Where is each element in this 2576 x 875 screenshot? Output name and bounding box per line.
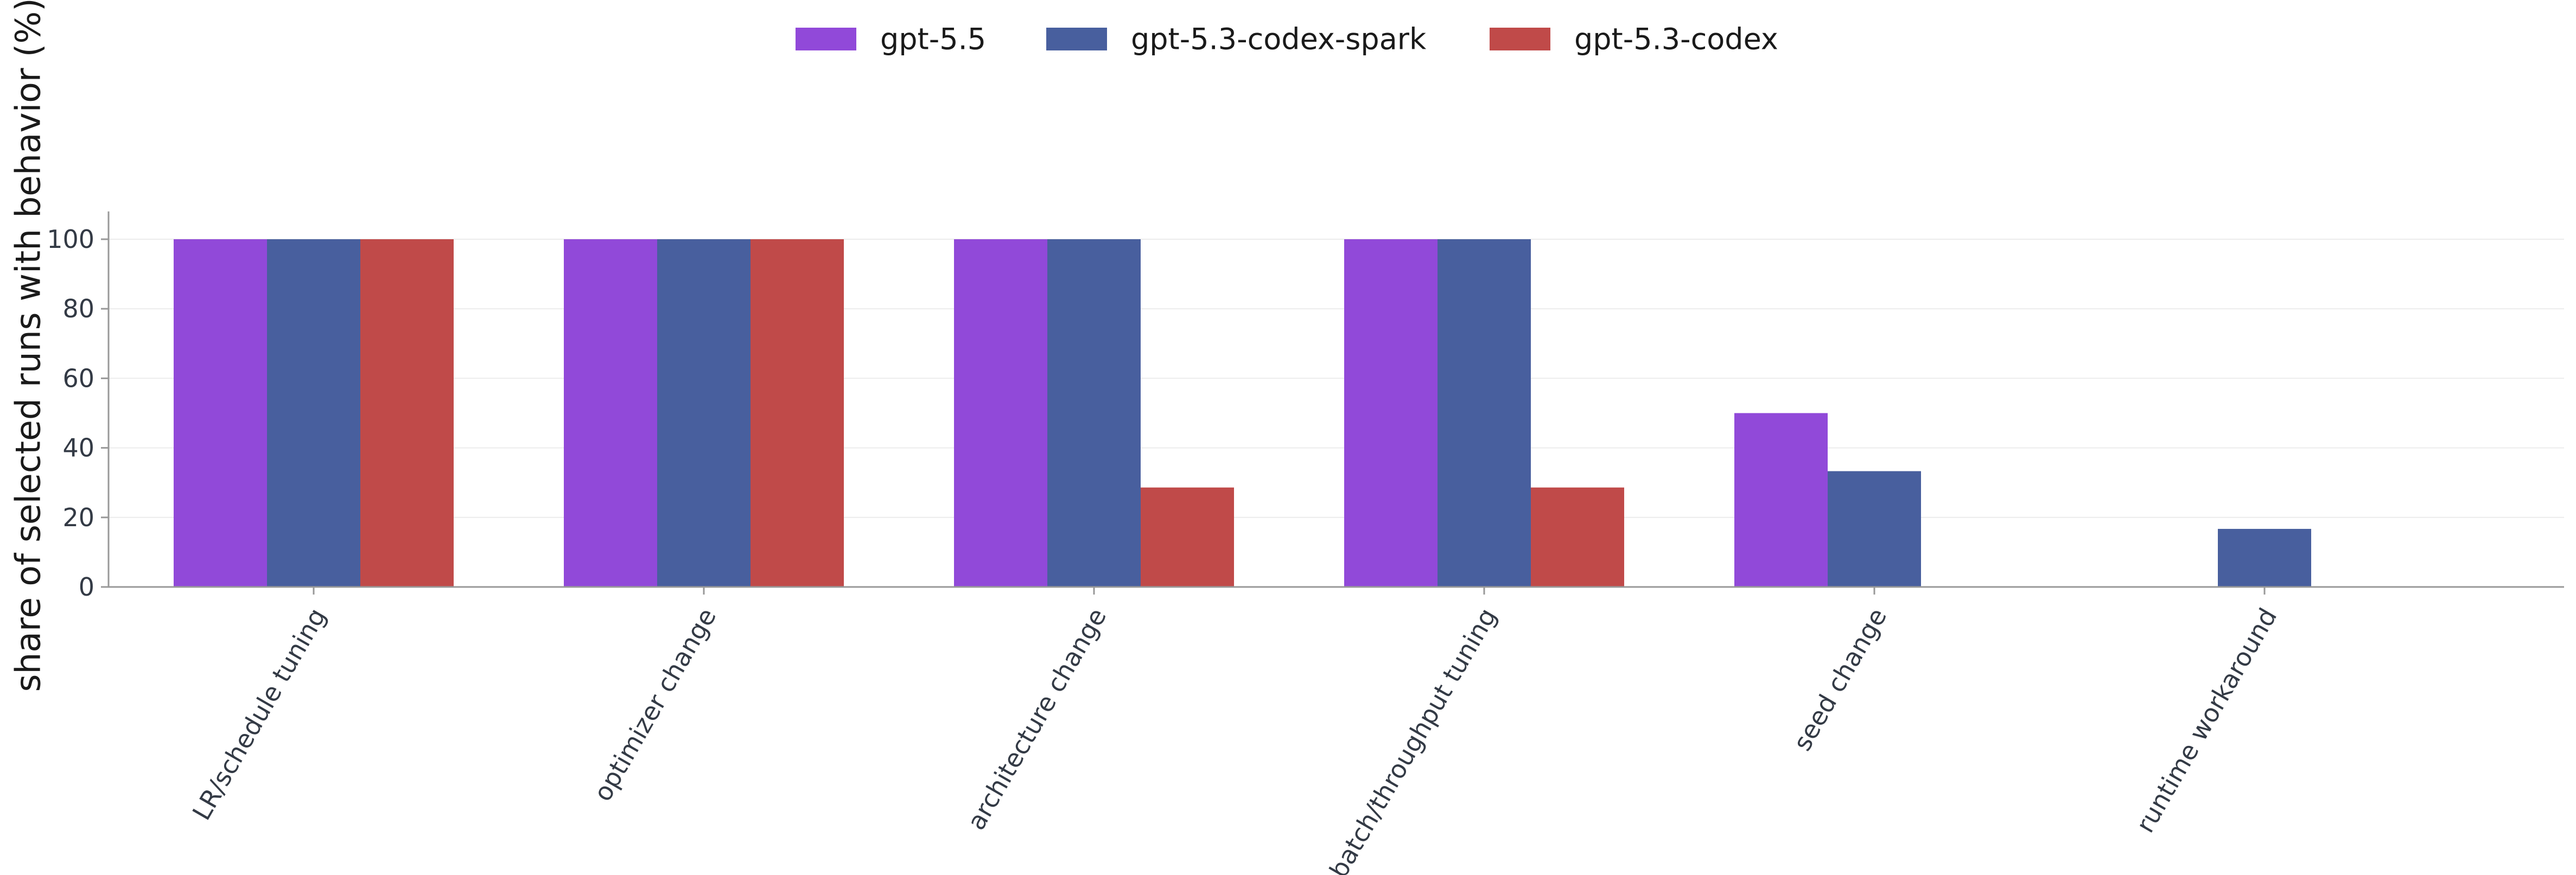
y-tick-label-100: 100 xyxy=(47,225,94,254)
bar-gpt-5-3-codex-2 xyxy=(1141,487,1234,587)
y-tick-label-20: 20 xyxy=(62,503,94,532)
x-tick-label-3: batch/throughput tuning xyxy=(1324,603,1502,875)
y-axis-label: share of selected runs with behavior (%) xyxy=(9,0,48,692)
gridlines xyxy=(109,239,2564,518)
bar-gpt-5-3-codex-0 xyxy=(360,239,454,587)
x-tick-label-1: optimizer change xyxy=(588,603,722,806)
legend-label-2: gpt-5.3-codex xyxy=(1574,22,1778,56)
y-tick-label-60: 60 xyxy=(62,363,94,393)
legend-swatch-0 xyxy=(796,28,856,50)
y-tick-label-40: 40 xyxy=(62,433,94,463)
bar-gpt-5-5-4 xyxy=(1734,413,1828,587)
x-tick-label-2: architecture change xyxy=(961,603,1112,835)
bar-gpt-5-3-codex-spark-5 xyxy=(2218,528,2311,587)
x-tick-label-5: runtime workaround xyxy=(2130,603,2283,838)
bar-gpt-5-3-codex-spark-1 xyxy=(657,239,750,587)
legend-swatch-1 xyxy=(1046,28,1107,50)
bar-gpt-5-5-2 xyxy=(954,239,1047,587)
bar-gpt-5-5-0 xyxy=(174,239,267,587)
x-tick-label-4: seed change xyxy=(1788,603,1893,756)
bar-gpt-5-5-1 xyxy=(564,239,657,587)
bar-gpt-5-5-3 xyxy=(1344,239,1438,587)
bar-gpt-5-3-codex-spark-0 xyxy=(267,239,360,587)
legend-swatch-2 xyxy=(1490,28,1550,50)
bar-gpt-5-3-codex-spark-4 xyxy=(1828,471,1921,587)
bar-gpt-5-3-codex-1 xyxy=(750,239,844,587)
bar-gpt-5-3-codex-3 xyxy=(1531,487,1624,587)
bar-gpt-5-3-codex-spark-3 xyxy=(1438,239,1531,587)
x-tick-label-0: LR/schedule tuning xyxy=(187,603,332,825)
legend: gpt-5.5 gpt-5.3-codex-spark gpt-5.3-codex xyxy=(796,22,1778,56)
bars xyxy=(174,239,2311,587)
axes xyxy=(101,211,2564,595)
legend-label-1: gpt-5.3-codex-spark xyxy=(1131,22,1427,56)
y-tick-label-0: 0 xyxy=(79,572,94,602)
legend-label-0: gpt-5.5 xyxy=(880,22,986,56)
bar-gpt-5-3-codex-spark-2 xyxy=(1047,239,1141,587)
y-tick-label-80: 80 xyxy=(62,294,94,323)
